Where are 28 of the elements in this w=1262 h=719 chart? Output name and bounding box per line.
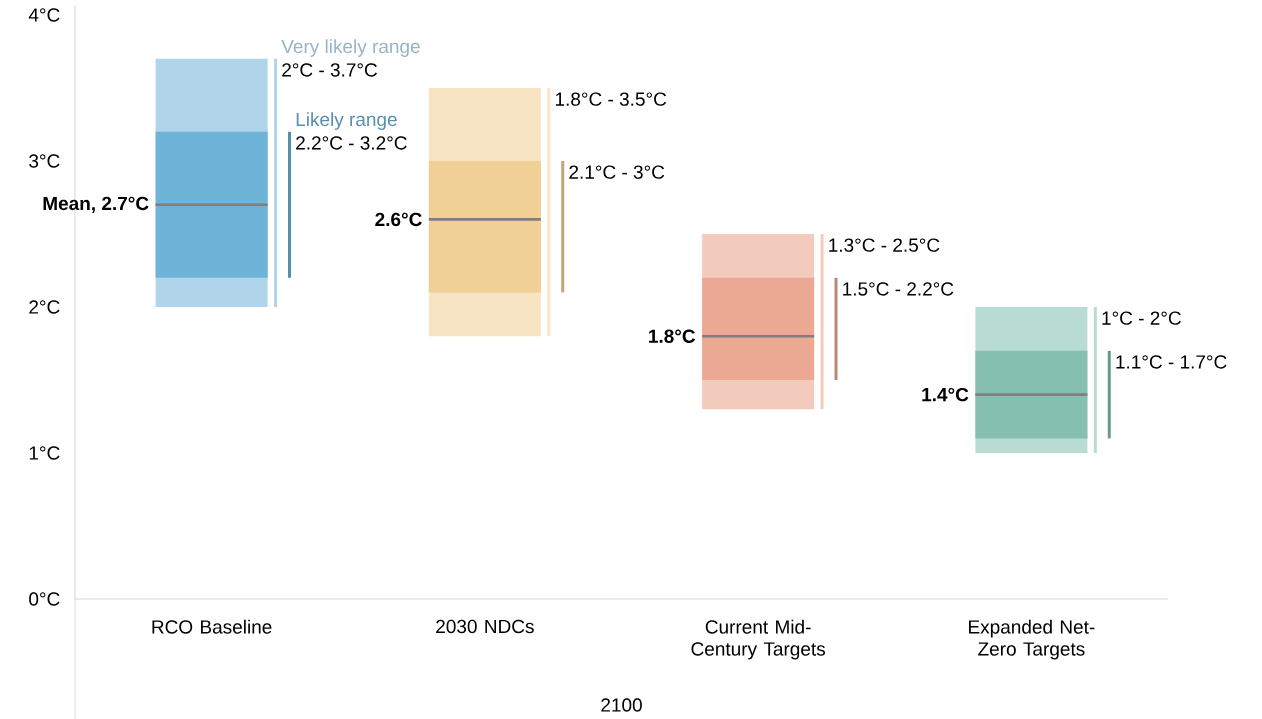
annotation: 2°C - 3.7°C	[282, 63, 378, 77]
x-tick-label: RCO Baseline	[152, 619, 272, 634]
y-tick-label: 0°C	[29, 592, 60, 606]
annotation: 1.8°C - 3.5°C	[555, 92, 667, 106]
bar	[428, 160, 541, 293]
annotation: 1.1°C - 1.7°C	[1116, 355, 1227, 369]
bar	[702, 277, 815, 380]
x-axis-title: 2100	[601, 698, 642, 712]
x-tick-label: Current Mid-Century Targets	[691, 619, 826, 660]
x-tick-label: 2030 NDCs	[436, 619, 534, 633]
y-tick-label: 1°C	[29, 446, 60, 460]
annotation: Mean, 2.7°C	[43, 196, 149, 213]
annotation: 1.4°C	[922, 387, 969, 402]
bar	[975, 350, 1088, 439]
annotation: 1.5°C - 2.2°C	[843, 282, 954, 296]
annotation: 1°C - 2°C	[1102, 311, 1181, 325]
annotation: 1.3°C - 2.5°C	[829, 238, 940, 252]
x-tick-label: Expanded Net-Zero Targets	[969, 619, 1095, 660]
annotation: 2.1°C - 3°C	[569, 165, 665, 179]
y-tick-label: 3°C	[29, 154, 60, 168]
annotation: 2.2°C - 3.2°C	[296, 136, 407, 150]
bar	[155, 131, 268, 278]
y-tick-label: 4°C	[28, 8, 60, 22]
series-label: Very likely range	[281, 39, 420, 57]
y-tick-label: 2°C	[29, 300, 60, 314]
series-label: Likely range	[296, 112, 397, 130]
annotation: 1.8°C	[649, 329, 696, 343]
annotation: 2.6°C	[375, 212, 422, 226]
